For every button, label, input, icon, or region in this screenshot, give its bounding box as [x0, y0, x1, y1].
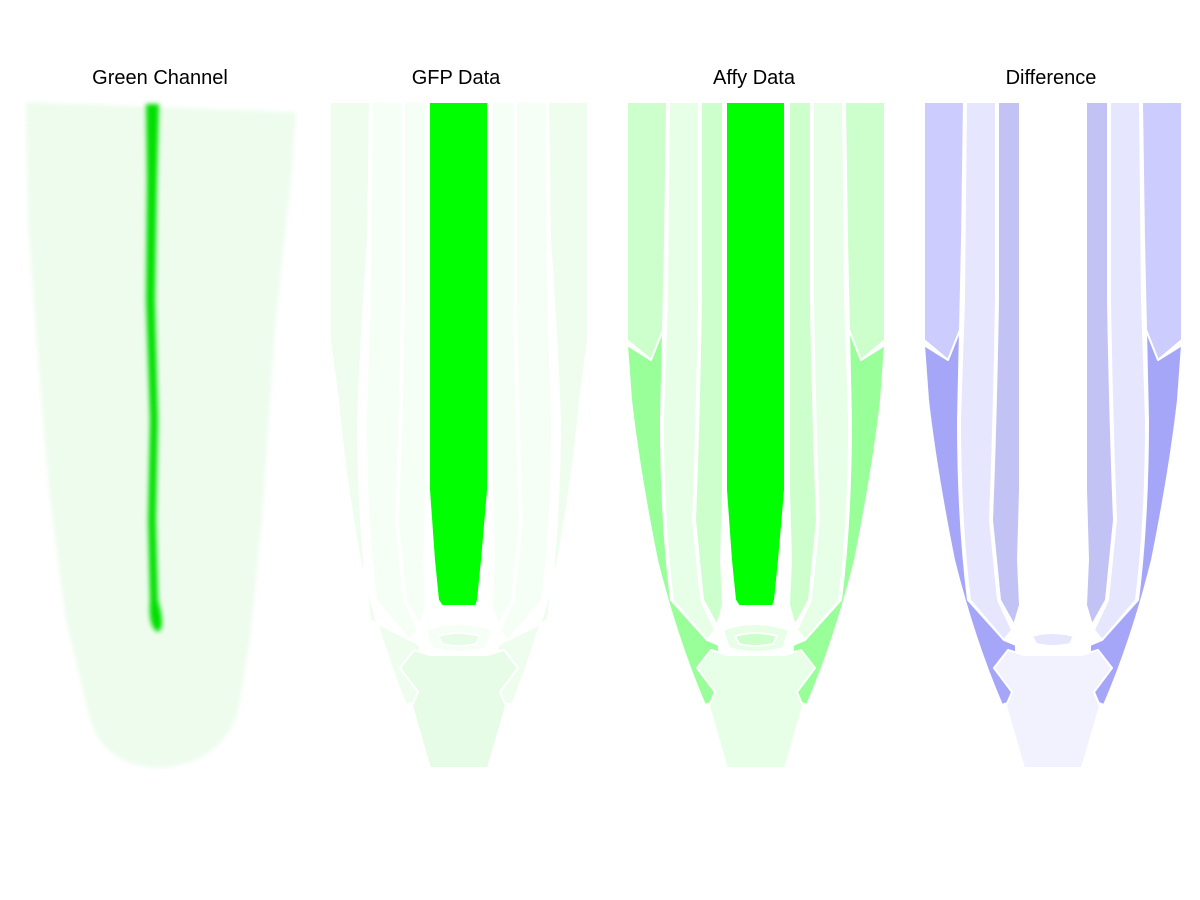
- affy-lower-outer-right-region: [792, 329, 886, 706]
- affy-stele-region: [725, 101, 786, 607]
- affy-lower-outer-left-region: [626, 329, 720, 706]
- difference-panel: [923, 101, 1183, 769]
- root-tissue-outline: [26, 102, 296, 768]
- gfp-outer-right-region: [495, 101, 589, 706]
- diff-stele-region: [1022, 101, 1083, 607]
- affy-endodermis-left-region: [694, 101, 724, 626]
- affy-root-cap-region: [696, 649, 816, 769]
- diff-endodermis-right-region: [1085, 101, 1115, 626]
- affy-data-panel: [626, 101, 886, 769]
- diff-quiescent-center: [1031, 632, 1075, 647]
- gfp-outer-left-region: [329, 101, 423, 706]
- diff-root-cap-region: [993, 649, 1113, 769]
- diff-cortex-left-region: [959, 101, 1013, 641]
- affy-upper-outer-right-region: [844, 101, 886, 361]
- diff-upper-outer-right-region: [1141, 101, 1183, 361]
- affy-upper-outer-left-region: [626, 101, 668, 361]
- diff-lower-outer-left-region: [923, 329, 1017, 706]
- affy-endodermis-right-region: [788, 101, 818, 626]
- gfp-cortex-left-region: [365, 101, 419, 641]
- gfp-endodermis-left-region: [397, 101, 427, 626]
- diff-endodermis-left-region: [991, 101, 1021, 626]
- affy-quiescent-center: [734, 632, 778, 647]
- diff-upper-outer-left-region: [923, 101, 965, 361]
- fluorescent-stele-stripe: [146, 104, 162, 632]
- gfp-root-cap-region: [399, 649, 519, 769]
- green-channel-panel: [26, 102, 296, 768]
- gfp-cortex-right-region: [499, 101, 553, 641]
- gfp-endodermis-right-region: [491, 101, 521, 626]
- gfp-quiescent-center: [437, 632, 481, 647]
- gfp-stele-region: [428, 101, 489, 607]
- diff-lower-outer-right-region: [1089, 329, 1183, 706]
- affy-cortex-right-region: [796, 101, 850, 641]
- gfp-data-panel: [329, 101, 589, 769]
- panel-title-difference: Difference: [1005, 67, 1097, 89]
- affy-cortex-left-region: [662, 101, 716, 641]
- panel-title-affy-data: Affy Data: [713, 67, 795, 89]
- diff-cortex-right-region: [1093, 101, 1147, 641]
- panel-title-green-channel: Green Channel: [92, 67, 228, 89]
- panel-title-gfp-data: GFP Data: [411, 67, 501, 89]
